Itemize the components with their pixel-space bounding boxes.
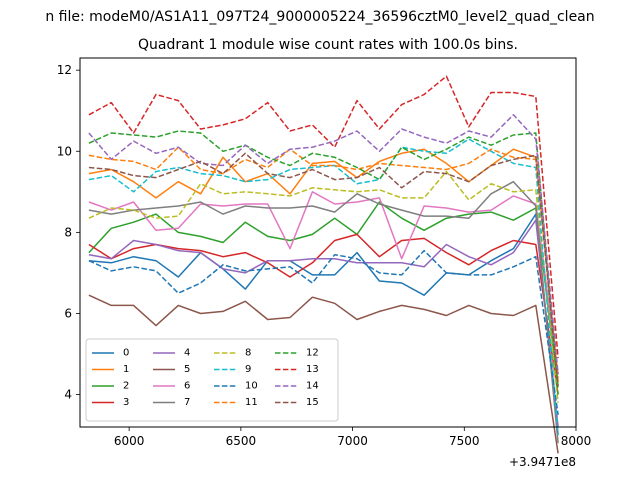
- series-line-15: [88, 152, 559, 387]
- series-line-3: [88, 233, 559, 395]
- series-line-7: [88, 180, 559, 444]
- y-tick-label: 4: [64, 388, 72, 402]
- series-line-2: [88, 201, 559, 387]
- x-tick-label: 7500: [449, 434, 480, 448]
- series-line-6: [88, 191, 559, 375]
- x-offset-label: +3.9471e8: [509, 455, 576, 469]
- series-line-13: [88, 75, 559, 359]
- series-line-11: [88, 146, 559, 379]
- legend-label-4: 4: [184, 348, 190, 359]
- y-tick-label: 6: [64, 306, 72, 320]
- series-line-4: [88, 219, 559, 428]
- series-line-8: [88, 170, 559, 403]
- legend-label-15: 15: [306, 397, 319, 408]
- legend-label-0: 0: [123, 348, 129, 359]
- legend-label-6: 6: [184, 381, 190, 392]
- legend-label-3: 3: [123, 397, 129, 408]
- y-tick-label: 10: [57, 144, 72, 158]
- series-line-5: [88, 294, 559, 454]
- legend-label-2: 2: [123, 381, 129, 392]
- legend-label-9: 9: [245, 364, 251, 375]
- legend-label-8: 8: [245, 348, 251, 359]
- series-line-14: [88, 114, 559, 375]
- legend-label-10: 10: [245, 381, 258, 392]
- axes-frame: [79, 57, 577, 428]
- x-tick-label: 6500: [226, 434, 257, 448]
- series-line-0: [88, 213, 559, 436]
- x-tick-label: 7000: [337, 434, 368, 448]
- legend-label-5: 5: [184, 364, 190, 375]
- y-tick-label: 12: [57, 63, 72, 77]
- legend-box: [85, 338, 339, 422]
- figure-suptitle: n file: modeM0/AS1A11_097T24_9000005224_…: [45, 9, 594, 25]
- legend-label-12: 12: [306, 348, 319, 359]
- series-line-10: [88, 249, 559, 415]
- legend-label-11: 11: [245, 397, 258, 408]
- legend-label-14: 14: [306, 381, 319, 392]
- chart-title: Quadrant 1 module wise count rates with …: [138, 37, 518, 53]
- series-line-9: [88, 138, 559, 436]
- legend-label-1: 1: [123, 364, 129, 375]
- x-tick-label: 8000: [561, 434, 592, 448]
- y-tick-label: 8: [64, 225, 72, 239]
- series-layer: [88, 75, 559, 454]
- series-line-12: [88, 130, 559, 395]
- x-tick-label: 6000: [114, 434, 145, 448]
- legend-label-7: 7: [184, 397, 190, 408]
- legend-label-13: 13: [306, 364, 319, 375]
